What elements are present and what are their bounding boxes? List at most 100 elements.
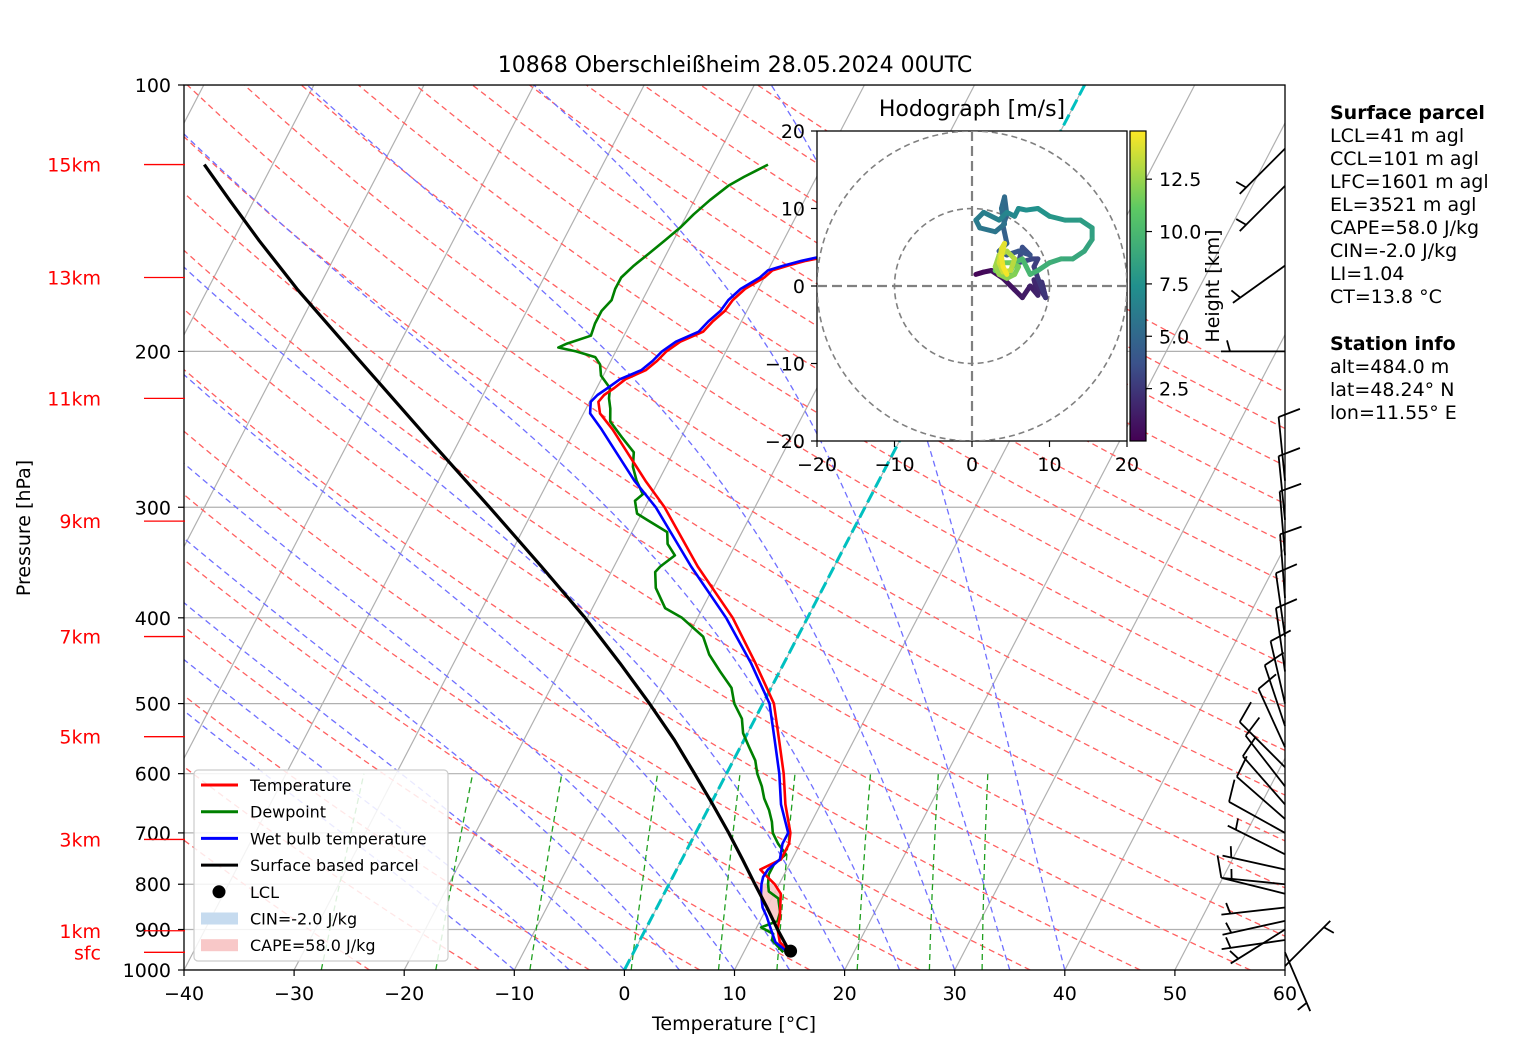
wind-barb-shaft <box>1278 491 1286 556</box>
legend-entry: LCL <box>212 883 279 902</box>
wind-barb <box>1227 818 1286 856</box>
hodograph-trace-segment <box>1000 264 1010 277</box>
dry-adiabat-line <box>184 368 1141 970</box>
x-tick-label: 40 <box>1053 983 1077 1005</box>
wind-barb <box>1230 264 1286 304</box>
colorbar-label: Height [km] <box>1202 229 1224 342</box>
wind-barb-shaft <box>1275 573 1286 637</box>
moist-adiabat-line <box>184 462 736 970</box>
surface-based-parcel-line <box>202 163 792 954</box>
wind-barb-shaft <box>1228 801 1286 834</box>
dry-adiabat-line <box>186 85 1285 796</box>
wind-barb-shaft <box>1239 721 1286 768</box>
longitude-value: lon=11.55° E <box>1330 402 1457 424</box>
y-tick-label: 1000 <box>123 960 171 982</box>
wind-barb <box>1221 902 1286 916</box>
hodograph-trace-segment <box>977 225 998 235</box>
dry-adiabat-line <box>586 85 1285 505</box>
hodograph-y-tick-label: 0 <box>793 276 805 298</box>
ccl-value: CCL=101 m agl <box>1330 148 1479 170</box>
station-info-header: Station info <box>1330 333 1456 355</box>
isotherm-line <box>954 333 1285 970</box>
colorbar-tick-label: 2.5 <box>1159 379 1189 401</box>
x-tick-label: 50 <box>1163 983 1187 1005</box>
wind-barb-shaft <box>1227 824 1286 856</box>
lcl-marker <box>784 944 798 958</box>
wind-barb-half-flag <box>1230 289 1241 299</box>
wind-barb-shaft <box>1257 688 1286 748</box>
hodograph-x-tick-label: 20 <box>1115 454 1139 476</box>
hodograph-trace-segment <box>1000 275 1018 293</box>
hodograph-x-tick-label: 0 <box>966 454 978 476</box>
hodograph-colorbar: Height [km] 2.5 5.0 7.5 10.0 12.5 <box>1129 130 1224 442</box>
hodograph-x-tick-label: −20 <box>797 454 837 476</box>
wind-barb-shaft <box>1242 755 1286 806</box>
wind-barb-half-flag <box>1297 1002 1308 1011</box>
wind-barb-half-flag <box>1235 218 1247 226</box>
wind-barb-flag <box>1216 855 1223 879</box>
wind-barb <box>1244 716 1286 787</box>
ct-value: CT=13.8 °C <box>1330 286 1442 308</box>
lcl-value: LCL=41 m agl <box>1330 125 1465 147</box>
height-label: 7km <box>59 627 101 649</box>
wind-barb-shaft <box>1277 416 1286 481</box>
height-label: 11km <box>47 388 101 410</box>
x-tick-label: −40 <box>164 983 204 1005</box>
isotherm-line <box>1064 545 1285 970</box>
wind-barb-half-flag <box>1226 340 1231 352</box>
legend-swatch <box>201 939 238 952</box>
hodograph-trace-segment <box>1047 213 1068 223</box>
height-label: sfc <box>74 942 101 964</box>
wind-barb-shaft <box>1230 928 1286 965</box>
wind-barb-shaft <box>1221 939 1286 950</box>
y-tick-label: 500 <box>135 694 171 716</box>
wind-barb-half-flag <box>1225 922 1233 934</box>
x-tick-label: 20 <box>833 983 857 1005</box>
isotherm-line <box>403 85 865 970</box>
wind-barbs <box>1216 147 1335 1012</box>
hodograph-y-tick-label: −10 <box>765 354 805 376</box>
hodograph-trace-segment <box>1035 275 1049 301</box>
legend-entry: CAPE=58.0 J/kg <box>201 936 376 955</box>
legend-label: Temperature <box>249 776 351 795</box>
moist-adiabat-line <box>184 537 680 970</box>
wind-barb-flag <box>1275 563 1298 575</box>
wind-barb <box>1229 928 1286 965</box>
dry-adiabat-line <box>184 625 701 970</box>
x-tick-label: 30 <box>943 983 967 1005</box>
x-tick-label: −30 <box>274 983 314 1005</box>
wind-barb-shaft <box>1275 608 1286 672</box>
hodograph-inset: Hodograph [m/s] −20−20 −10 −10 0 0 10 10 20 20 <box>765 97 1139 476</box>
hodograph-y-tick-label: −20 <box>765 431 805 453</box>
legend-entry: Wet bulb temperature <box>201 829 427 848</box>
x-tick-label: 0 <box>618 983 630 1005</box>
height-label: 15km <box>47 155 101 177</box>
info-panel: Surface parcel LCL=41 m agl CCL=101 m ag… <box>1330 102 1489 425</box>
legend-label: Dewpoint <box>250 803 326 822</box>
colorbar-tick-label: 12.5 <box>1159 169 1201 191</box>
lfc-value: LFC=1601 m agl <box>1330 171 1489 193</box>
wind-barb-flag <box>1257 673 1277 690</box>
wind-barb <box>1242 736 1286 806</box>
dry-adiabat-line <box>184 493 921 970</box>
x-tick-label: −20 <box>384 983 424 1005</box>
wind-barb-flag <box>1238 701 1252 723</box>
moist-adiabat-line <box>184 373 791 970</box>
el-value: EL=3521 m agl <box>1330 194 1477 216</box>
wind-barb-shaft <box>1236 776 1286 820</box>
colorbar-tick-label: 7.5 <box>1159 274 1189 296</box>
wind-barb-half-flag <box>1234 818 1239 830</box>
wind-barb-shaft <box>1239 185 1286 232</box>
mixing-ratio-lines <box>320 773 989 970</box>
zero-isotherm <box>623 85 1086 970</box>
moist-adiabat-line <box>533 85 1011 970</box>
legend-box <box>193 769 449 962</box>
cape-value: CAPE=58.0 J/kg <box>1330 217 1480 239</box>
wind-barb-half-flag <box>1229 846 1233 858</box>
colorbar-tick-label: 10.0 <box>1159 222 1201 244</box>
wind-barb <box>1257 673 1286 748</box>
moist-adiabat-line <box>184 601 625 970</box>
isotherm-line <box>844 121 1285 970</box>
